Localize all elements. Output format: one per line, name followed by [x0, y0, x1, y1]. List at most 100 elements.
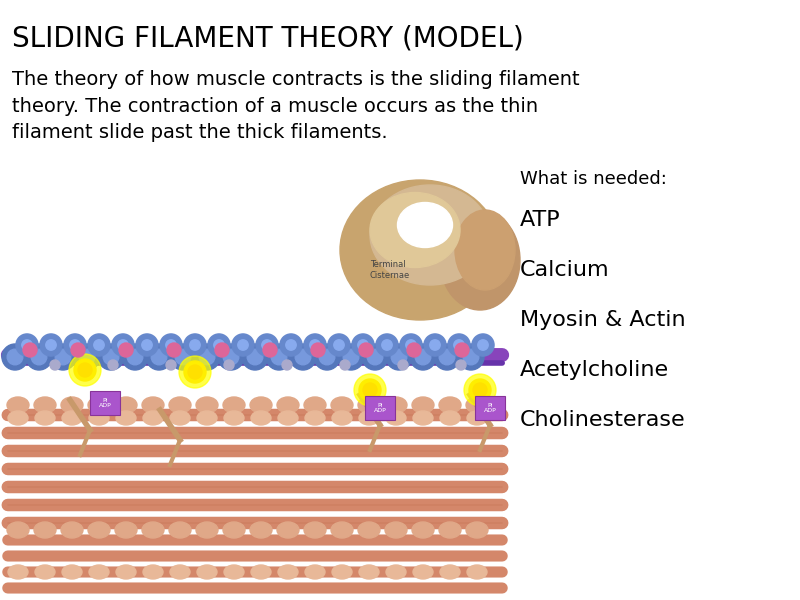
Ellipse shape: [467, 565, 487, 579]
Ellipse shape: [413, 411, 433, 425]
Circle shape: [74, 344, 100, 370]
Ellipse shape: [197, 411, 217, 425]
Circle shape: [282, 360, 292, 370]
Circle shape: [40, 334, 62, 356]
Ellipse shape: [196, 397, 218, 413]
Circle shape: [98, 344, 124, 370]
Ellipse shape: [466, 397, 488, 413]
Circle shape: [469, 379, 491, 401]
Circle shape: [108, 360, 118, 370]
Ellipse shape: [61, 522, 83, 538]
Circle shape: [439, 349, 454, 365]
Text: What is needed:: What is needed:: [520, 170, 667, 188]
Ellipse shape: [170, 411, 190, 425]
Ellipse shape: [370, 193, 460, 268]
Text: Pi
ADP: Pi ADP: [374, 403, 386, 413]
Circle shape: [119, 343, 133, 357]
Circle shape: [424, 334, 446, 356]
Circle shape: [238, 340, 248, 350]
Ellipse shape: [8, 411, 28, 425]
Circle shape: [199, 349, 214, 365]
Ellipse shape: [116, 565, 136, 579]
Circle shape: [304, 334, 326, 356]
Circle shape: [340, 360, 350, 370]
Circle shape: [352, 334, 374, 356]
Circle shape: [46, 340, 56, 350]
Circle shape: [338, 344, 364, 370]
Ellipse shape: [304, 522, 326, 538]
FancyBboxPatch shape: [90, 391, 120, 415]
Circle shape: [167, 343, 181, 357]
Text: Pi
ADP: Pi ADP: [98, 398, 111, 408]
Ellipse shape: [34, 397, 56, 413]
Ellipse shape: [8, 565, 28, 579]
Circle shape: [232, 334, 254, 356]
Ellipse shape: [223, 397, 245, 413]
Circle shape: [311, 343, 325, 357]
Circle shape: [415, 349, 430, 365]
Circle shape: [430, 340, 440, 350]
Circle shape: [7, 349, 22, 365]
Ellipse shape: [169, 397, 191, 413]
Circle shape: [194, 344, 220, 370]
Circle shape: [223, 349, 239, 365]
Circle shape: [256, 334, 278, 356]
Ellipse shape: [332, 411, 352, 425]
Circle shape: [224, 360, 234, 370]
Circle shape: [71, 343, 85, 357]
Circle shape: [290, 344, 316, 370]
Ellipse shape: [467, 411, 487, 425]
Circle shape: [367, 349, 383, 365]
Ellipse shape: [385, 522, 407, 538]
Ellipse shape: [250, 397, 272, 413]
Ellipse shape: [224, 565, 244, 579]
Circle shape: [295, 349, 310, 365]
Circle shape: [448, 334, 470, 356]
Ellipse shape: [370, 185, 490, 285]
Circle shape: [23, 343, 37, 357]
Text: Terminal
Cisternae: Terminal Cisternae: [370, 260, 410, 280]
Circle shape: [266, 344, 292, 370]
Text: Cholinesterase: Cholinesterase: [520, 410, 686, 430]
Ellipse shape: [116, 411, 136, 425]
Circle shape: [208, 334, 230, 356]
Circle shape: [328, 334, 350, 356]
Ellipse shape: [7, 522, 29, 538]
Ellipse shape: [412, 397, 434, 413]
Ellipse shape: [439, 397, 461, 413]
Circle shape: [50, 360, 60, 370]
Circle shape: [166, 360, 176, 370]
Ellipse shape: [455, 210, 515, 290]
Circle shape: [170, 344, 196, 370]
Circle shape: [463, 349, 478, 365]
Ellipse shape: [170, 565, 190, 579]
Circle shape: [190, 340, 200, 350]
Circle shape: [334, 340, 344, 350]
FancyBboxPatch shape: [365, 396, 395, 420]
Circle shape: [319, 349, 335, 365]
Circle shape: [69, 354, 101, 386]
Circle shape: [142, 340, 152, 350]
Circle shape: [263, 343, 277, 357]
Ellipse shape: [89, 411, 109, 425]
Ellipse shape: [62, 565, 82, 579]
Ellipse shape: [440, 565, 460, 579]
Circle shape: [247, 349, 262, 365]
Ellipse shape: [115, 522, 137, 538]
Ellipse shape: [358, 397, 380, 413]
Ellipse shape: [440, 210, 520, 310]
Ellipse shape: [385, 397, 407, 413]
Ellipse shape: [305, 565, 325, 579]
Circle shape: [112, 334, 134, 356]
Circle shape: [362, 344, 388, 370]
Ellipse shape: [197, 565, 217, 579]
Circle shape: [280, 334, 302, 356]
Circle shape: [151, 349, 167, 365]
Circle shape: [188, 365, 202, 379]
Circle shape: [127, 349, 143, 365]
Ellipse shape: [440, 411, 460, 425]
Circle shape: [179, 356, 211, 388]
Circle shape: [136, 334, 158, 356]
Circle shape: [382, 340, 392, 350]
Ellipse shape: [251, 565, 271, 579]
